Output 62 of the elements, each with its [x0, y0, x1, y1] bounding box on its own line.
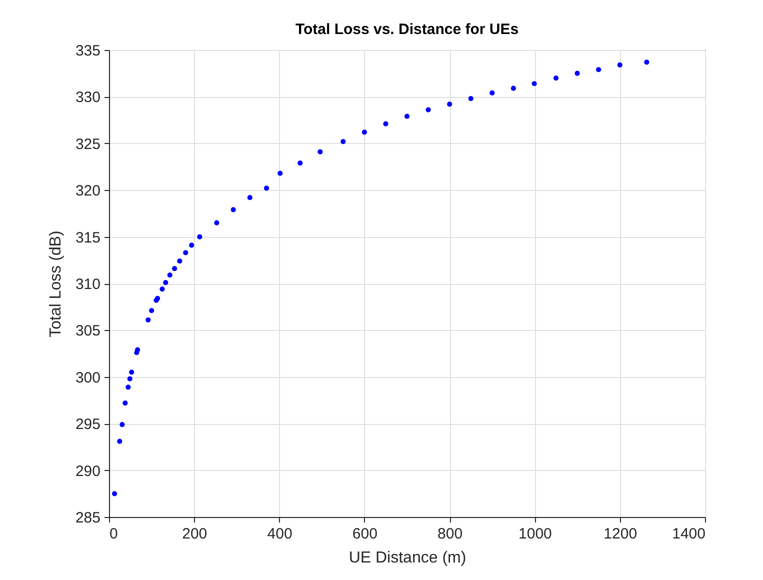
point	[197, 234, 202, 240]
point	[112, 491, 118, 496]
point	[510, 86, 516, 91]
point	[149, 308, 154, 314]
x-tick-label: 1400	[672, 526, 706, 542]
x-tick-label: 0	[110, 526, 118, 542]
point	[553, 75, 559, 81]
point	[214, 220, 220, 226]
y-tick-label: 310	[75, 276, 100, 293]
y-tick-label: 320	[75, 182, 100, 200]
point	[404, 114, 410, 119]
chart-title: Total Loss vs. Distance for UEs	[295, 21, 519, 38]
point	[644, 60, 650, 65]
x-tick-label: 200	[182, 526, 208, 542]
x-tick-label: 600	[352, 526, 378, 542]
point	[172, 266, 178, 272]
point	[298, 160, 303, 166]
y-tick-label: 295	[75, 416, 100, 434]
point	[160, 286, 165, 292]
y-tick-label: 290	[75, 462, 100, 480]
point	[490, 90, 495, 96]
x-axis-title: UE Distance (m)	[348, 550, 466, 566]
point	[177, 258, 182, 264]
point	[426, 107, 431, 112]
x-tick-label: 400	[267, 526, 292, 542]
point	[264, 186, 270, 191]
point	[183, 250, 188, 256]
y-tick-label: 335	[75, 42, 100, 60]
y-tick-label: 315	[75, 229, 100, 246]
x-tick-label: 800	[438, 526, 463, 542]
point	[278, 170, 283, 176]
point	[447, 102, 452, 107]
point	[532, 81, 537, 86]
point	[117, 438, 122, 444]
point	[318, 149, 323, 154]
point	[126, 384, 131, 390]
point	[596, 67, 602, 72]
point	[167, 272, 172, 278]
point	[129, 370, 134, 375]
y-tick-label: 285	[75, 510, 100, 526]
point	[230, 207, 236, 212]
point	[468, 96, 474, 102]
point	[340, 138, 346, 144]
y-tick-label: 305	[75, 322, 100, 340]
point	[383, 121, 388, 126]
x-tick-label: 1200	[604, 526, 638, 542]
point	[122, 400, 128, 406]
point	[146, 317, 151, 322]
point	[362, 130, 367, 135]
y-axis-title: Total Loss (dB)	[47, 230, 64, 338]
point	[127, 376, 132, 382]
point	[189, 242, 194, 248]
point	[617, 62, 622, 68]
point	[163, 280, 168, 286]
y-tick-label: 300	[75, 369, 100, 386]
y-tick-label: 325	[75, 136, 100, 153]
y-tick-label: 330	[75, 89, 100, 106]
point	[247, 195, 252, 200]
point	[134, 347, 140, 352]
point	[574, 70, 580, 76]
x-tick-label: 1000	[518, 526, 552, 542]
point	[120, 422, 125, 428]
